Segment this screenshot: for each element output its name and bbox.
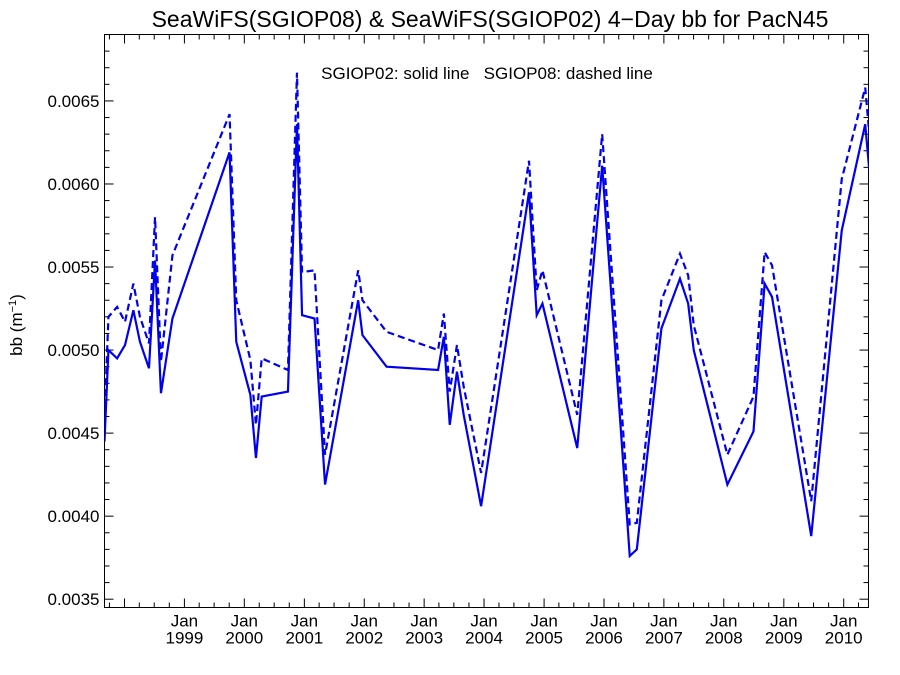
x-tick-label-month: Jan — [470, 612, 497, 631]
x-tick-label-month: Jan — [171, 612, 198, 631]
x-tick-label-month: Jan — [291, 612, 318, 631]
x-tick-label-year: 1999 — [165, 629, 203, 648]
x-tick-label-month: Jan — [590, 612, 617, 631]
series-line-sgiop02-solid — [104, 123, 869, 559]
x-tick-label-month: Jan — [710, 612, 737, 631]
x-tick-label-year: 2010 — [825, 629, 863, 648]
x-tick-label-year: 2000 — [225, 629, 263, 648]
x-tick-label-year: 2003 — [405, 629, 443, 648]
series-line-sgiop08-dashed — [104, 72, 869, 526]
x-tick-label-month: Jan — [530, 612, 557, 631]
x-tick-label-year: 2009 — [765, 629, 803, 648]
y-tick-label: 0.0055 — [48, 258, 100, 277]
y-tick-label: 0.0050 — [48, 341, 100, 360]
chart-title: SeaWiFS(SGIOP08) & SeaWiFS(SGIOP02) 4−Da… — [152, 6, 829, 32]
plot-frame — [104, 34, 869, 608]
x-tick-label-year: 2004 — [465, 629, 503, 648]
x-tick-label-month: Jan — [770, 612, 797, 631]
x-tick-label-month: Jan — [650, 612, 677, 631]
y-tick-label: 0.0045 — [48, 424, 100, 443]
y-axis-label-main: bb (m — [7, 312, 26, 355]
y-tick-label: 0.0065 — [48, 92, 100, 111]
x-tick-label-month: Jan — [231, 612, 258, 631]
x-tick-label-year: 2006 — [585, 629, 623, 648]
y-axis-label-close: ) — [7, 294, 26, 300]
x-tick-label-year: 2002 — [345, 629, 383, 648]
y-tick-label: 0.0040 — [48, 507, 100, 526]
line-style-annotation: SGIOP02: solid line SGIOP08: dashed line — [321, 64, 653, 83]
y-tick-label: 0.0035 — [48, 590, 100, 609]
x-tick-label-year: 2008 — [705, 629, 743, 648]
series-lines — [104, 72, 869, 559]
tick-labels: 0.0035 0.0040 0.0045 0.0050 0.0055 0.0060 0.00… — [48, 92, 863, 648]
x-tick-label-year: 2001 — [285, 629, 323, 648]
y-axis-label: bb (m−1) — [7, 294, 26, 356]
y-axis-label-superscript: −1 — [7, 300, 19, 313]
x-tick-label-month: Jan — [410, 612, 437, 631]
axis-ticks — [104, 34, 869, 608]
x-tick-label-year: 2007 — [645, 629, 683, 648]
x-tick-label-month: Jan — [830, 612, 857, 631]
x-tick-label-year: 2005 — [525, 629, 563, 648]
y-tick-label: 0.0060 — [48, 175, 100, 194]
x-tick-label-month: Jan — [351, 612, 378, 631]
